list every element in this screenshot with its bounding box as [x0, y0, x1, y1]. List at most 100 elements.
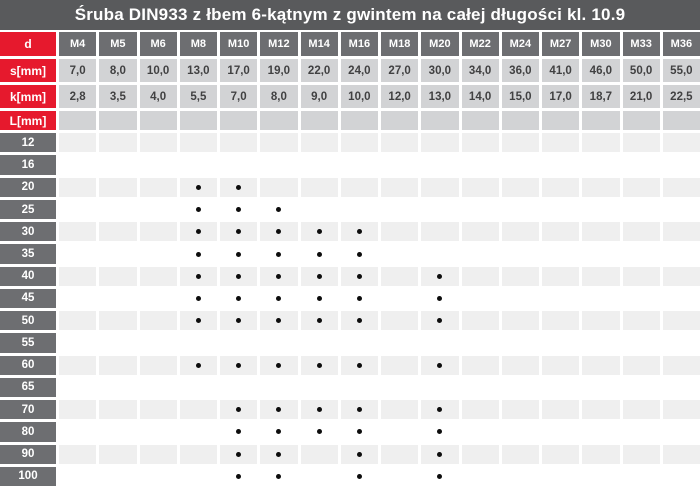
- availability-cell-65-m16: [340, 377, 378, 398]
- availability-cell-50-m27: [542, 311, 580, 331]
- availability-cell-45-m18: [381, 288, 419, 309]
- availability-cell-35-m5: [99, 244, 137, 264]
- availability-dot: [236, 229, 242, 235]
- k-value-m4: 2,8: [59, 85, 97, 108]
- availability-cell-12-m4: [59, 133, 97, 153]
- availability-cell-35-m6: [139, 244, 177, 264]
- length-header-cell-m4: [59, 111, 97, 131]
- k-value-m8: 5,5: [179, 85, 217, 108]
- availability-cell-70-m22: [461, 400, 499, 420]
- availability-cell-12-m6: [139, 133, 177, 153]
- availability-cell-12-m8: [179, 133, 217, 153]
- length-label-40: 40: [0, 266, 56, 286]
- availability-cell-80-m16: [340, 422, 378, 442]
- column-header-m14: M14: [300, 32, 338, 56]
- availability-cell-40-m30: [582, 266, 620, 286]
- availability-cell-12-m5: [99, 133, 137, 153]
- availability-cell-100-m10: [220, 466, 258, 486]
- availability-dot: [276, 362, 282, 368]
- availability-cell-20-m4: [59, 177, 97, 197]
- availability-cell-70-m27: [542, 400, 580, 420]
- availability-cell-65-m36: [662, 377, 700, 398]
- availability-cell-55-m24: [501, 333, 539, 353]
- length-header-cell-m20: [421, 111, 459, 131]
- availability-cell-20-m30: [582, 177, 620, 197]
- availability-cell-50-m16: [340, 311, 378, 331]
- availability-cell-60-m18: [381, 355, 419, 375]
- availability-dot: [195, 362, 201, 368]
- availability-dot: [236, 207, 242, 213]
- length-header-cell-m10: [220, 111, 258, 131]
- availability-cell-12-m33: [622, 133, 660, 153]
- availability-cell-90-m4: [59, 444, 97, 464]
- availability-cell-50-m30: [582, 311, 620, 331]
- availability-cell-16-m27: [542, 155, 580, 175]
- availability-cell-40-m36: [662, 266, 700, 286]
- row-label-length: L[mm]: [0, 111, 56, 131]
- availability-dot: [195, 229, 201, 235]
- availability-cell-35-m27: [542, 244, 580, 264]
- availability-cell-55-m8: [179, 333, 217, 353]
- availability-cell-60-m27: [542, 355, 580, 375]
- availability-dot: [276, 318, 282, 324]
- availability-cell-90-m33: [622, 444, 660, 464]
- availability-cell-60-m16: [340, 355, 378, 375]
- availability-cell-20-m6: [139, 177, 177, 197]
- length-header-cell-m16: [340, 111, 378, 131]
- k-value-m27: 17,0: [542, 85, 580, 108]
- availability-cell-80-m24: [501, 422, 539, 442]
- availability-cell-16-m14: [300, 155, 338, 175]
- availability-dot: [316, 362, 322, 368]
- availability-cell-35-m36: [662, 244, 700, 264]
- availability-cell-30-m36: [662, 222, 700, 242]
- availability-cell-16-m16: [340, 155, 378, 175]
- availability-cell-50-m5: [99, 311, 137, 331]
- length-header-cell-m36: [662, 111, 700, 131]
- availability-cell-25-m16: [340, 199, 378, 220]
- availability-cell-30-m5: [99, 222, 137, 242]
- availability-cell-55-m33: [622, 333, 660, 353]
- availability-cell-30-m27: [542, 222, 580, 242]
- availability-cell-80-m18: [381, 422, 419, 442]
- availability-cell-45-m22: [461, 288, 499, 309]
- length-header-cell-m33: [622, 111, 660, 131]
- availability-dot: [356, 473, 362, 479]
- column-header-m16: M16: [340, 32, 378, 56]
- s-value-m14: 22,0: [300, 59, 338, 82]
- availability-cell-60-m36: [662, 355, 700, 375]
- availability-cell-80-m30: [582, 422, 620, 442]
- availability-dot: [356, 429, 362, 435]
- availability-cell-30-m18: [381, 222, 419, 242]
- availability-dot: [236, 318, 242, 324]
- availability-cell-50-m14: [300, 311, 338, 331]
- availability-dot: [236, 429, 242, 435]
- availability-cell-35-m24: [501, 244, 539, 264]
- availability-cell-12-m12: [260, 133, 298, 153]
- k-value-m33: 21,0: [622, 85, 660, 108]
- corner-cell-d: d: [0, 32, 56, 56]
- k-value-m14: 9,0: [300, 85, 338, 108]
- availability-cell-12-m14: [300, 133, 338, 153]
- availability-dot: [437, 451, 443, 457]
- s-value-m16: 24,0: [340, 59, 378, 82]
- availability-cell-40-m20: [421, 266, 459, 286]
- s-value-m33: 50,0: [622, 59, 660, 82]
- availability-cell-25-m12: [260, 199, 298, 220]
- s-value-m18: 27,0: [381, 59, 419, 82]
- length-label-50: 50: [0, 311, 56, 331]
- availability-cell-65-m12: [260, 377, 298, 398]
- availability-dot: [195, 184, 201, 190]
- availability-cell-55-m12: [260, 333, 298, 353]
- availability-cell-100-m12: [260, 466, 298, 486]
- availability-cell-50-m18: [381, 311, 419, 331]
- availability-dot: [316, 295, 322, 301]
- availability-cell-12-m27: [542, 133, 580, 153]
- availability-cell-80-m12: [260, 422, 298, 442]
- availability-cell-80-m6: [139, 422, 177, 442]
- availability-cell-45-m4: [59, 288, 97, 309]
- availability-cell-90-m36: [662, 444, 700, 464]
- availability-dot: [316, 229, 322, 235]
- availability-cell-40-m27: [542, 266, 580, 286]
- availability-cell-70-m30: [582, 400, 620, 420]
- s-value-m24: 36,0: [501, 59, 539, 82]
